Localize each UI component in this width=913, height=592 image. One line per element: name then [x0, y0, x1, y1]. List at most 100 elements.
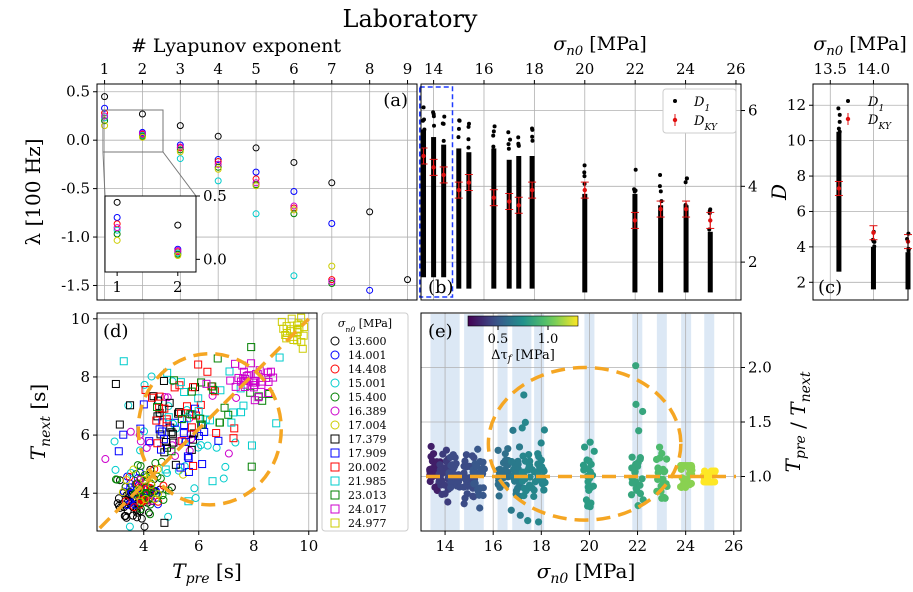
panel-e-point — [471, 479, 479, 487]
panel-a-point — [176, 122, 184, 130]
panel-d-point — [208, 477, 217, 486]
panel-d-point — [111, 379, 120, 388]
panel-d-point — [120, 511, 129, 520]
panel-d-point — [111, 465, 120, 474]
panel-d-point — [179, 429, 188, 438]
panel-a-point — [290, 206, 298, 214]
panel-d-point — [269, 373, 278, 382]
panel-e-point — [530, 492, 538, 501]
panel-d-point — [129, 465, 138, 474]
panel-c-d1-point — [837, 129, 842, 134]
panel-b-label: (b) — [428, 277, 454, 298]
panel-b-d1-column — [441, 144, 447, 278]
panel-e-point — [444, 498, 452, 506]
panel-c-d1-column — [836, 131, 842, 272]
panel-a-inset-x-tick-label: 2 — [173, 278, 183, 296]
panel-a-point — [101, 93, 109, 101]
panel-c-y-tick-label: 8 — [796, 167, 806, 185]
panel-c-y-tick-label: 10 — [787, 132, 806, 150]
panel-d-legend-marker — [330, 476, 340, 486]
panel-e-point — [677, 462, 685, 470]
panel-d-point — [231, 359, 240, 368]
panel-d-point — [229, 434, 238, 443]
panel-d-point — [146, 510, 155, 519]
panel-d-point — [125, 522, 134, 531]
panel-d-point — [225, 367, 234, 376]
panel-a-point — [176, 141, 184, 149]
panel-e-ticks: 14 16 18 20 22 24 26 1.0 1.5 2.0 — [436, 359, 772, 556]
panel-d-point — [177, 415, 186, 424]
panel-d-point — [135, 475, 144, 484]
panel-b-d1-column — [421, 129, 427, 278]
panel-d-point — [126, 427, 135, 436]
panel-d-guide-circle — [136, 351, 283, 507]
panel-e-point — [538, 480, 546, 488]
panel-d-point — [180, 387, 189, 396]
panel-c-label: (c) — [818, 277, 842, 298]
panel-b-d1-point — [632, 187, 637, 192]
panel-e-ylabel: Tpre / Tnext — [781, 371, 814, 472]
panel-d-point — [189, 461, 198, 470]
panel-e-point — [501, 450, 509, 458]
panel-b-d1-point — [683, 180, 688, 185]
panel-a-point — [290, 202, 298, 210]
panel-c-y-tick-label: 2 — [796, 273, 806, 291]
panel-e-point — [683, 475, 691, 483]
panel-d-legend-marker — [330, 350, 340, 360]
panel-e-point — [586, 438, 594, 446]
panel-e-point — [580, 443, 589, 451]
panel-d-point — [232, 393, 241, 402]
panel-b-top-tick-label: 22 — [626, 60, 645, 78]
panel-d-point — [169, 376, 178, 385]
panel-d-point — [224, 449, 233, 458]
panel-b-d1-point — [582, 163, 587, 168]
panel-d-y-tick-label: 10 — [71, 310, 90, 328]
panel-e-point — [518, 477, 527, 485]
panel-b-legend-frame — [662, 88, 737, 134]
panel-d-point — [203, 441, 212, 450]
panel-d-point — [167, 447, 176, 456]
panel-b-legend-d1-label: D1 — [693, 95, 710, 114]
panel-d-point — [164, 413, 173, 422]
panel-d-point — [272, 419, 281, 428]
panel-d-point — [297, 313, 306, 322]
panel-d-point — [194, 443, 203, 452]
panel-d-point — [281, 331, 290, 340]
panel-b-d1-point — [492, 124, 497, 129]
panel-d-point — [189, 383, 198, 392]
panel-d-point — [153, 403, 162, 412]
panel-d-point — [147, 372, 156, 381]
panel-a-inset-point — [113, 198, 121, 206]
panel-e-point — [460, 500, 468, 508]
panel-b-d1-column — [683, 205, 689, 293]
panel-a-point — [252, 179, 260, 187]
panel-d-legend-marker — [330, 448, 340, 458]
panel-d-point — [221, 462, 230, 471]
panel-d-legend-label: 15.001 — [348, 377, 387, 390]
panel-b-d1-point — [530, 138, 535, 143]
panel-d-point — [114, 494, 123, 503]
panel-b-d1-point — [506, 130, 511, 135]
panel-b-d1-point — [530, 134, 535, 139]
panel-e-point — [447, 462, 455, 470]
panel-d-point — [198, 460, 207, 469]
panel-e-point — [639, 407, 647, 416]
panel-a-point — [290, 188, 298, 196]
panel-a-zoom-box — [102, 109, 164, 153]
panel-d-point — [247, 441, 256, 450]
panel-d-point — [149, 487, 158, 496]
panel-a-inset-point — [174, 252, 182, 260]
panel-a-point — [404, 276, 412, 284]
panel-d-point — [115, 420, 124, 429]
panel-d-point — [275, 353, 284, 362]
panel-a-point — [101, 122, 109, 130]
panel-b-top-tick-label: 18 — [525, 60, 544, 78]
panel-b-top-axis-label: σn0 [MPa] — [553, 33, 647, 59]
panel-d-points — [98, 313, 310, 531]
panel-b-d1-column — [707, 231, 713, 293]
panel-a-point — [176, 146, 184, 154]
panel-d-point — [194, 360, 203, 369]
panel-a-inset-point — [174, 246, 182, 254]
panel-d-point — [147, 480, 156, 489]
